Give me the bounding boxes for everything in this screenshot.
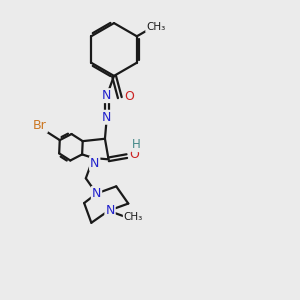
Text: O: O — [129, 148, 139, 161]
Text: N: N — [105, 204, 115, 217]
Text: N: N — [102, 111, 112, 124]
Text: N: N — [102, 89, 112, 102]
Text: Br: Br — [33, 119, 47, 132]
Text: CH₃: CH₃ — [146, 22, 165, 32]
Text: N: N — [92, 187, 101, 200]
Text: CH₃: CH₃ — [124, 212, 143, 222]
Text: H: H — [132, 138, 141, 151]
Text: O: O — [124, 90, 134, 103]
Text: N: N — [90, 157, 99, 170]
